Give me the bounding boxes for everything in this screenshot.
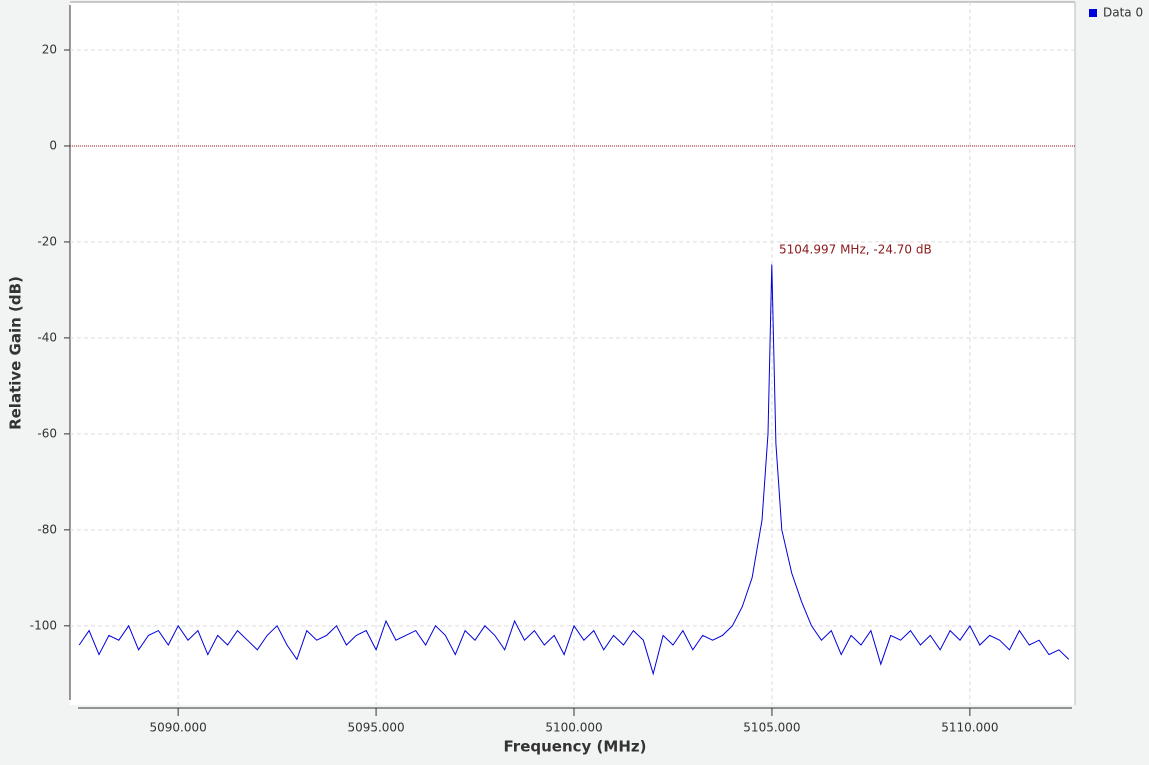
y-tick-label: 0 bbox=[49, 138, 57, 152]
x-tick-label: 5105.000 bbox=[743, 721, 800, 735]
y-tick-label: -20 bbox=[37, 234, 57, 248]
legend-swatch bbox=[1089, 9, 1097, 17]
y-axis-title: Relative Gain (dB) bbox=[7, 276, 25, 430]
y-tick-label: -80 bbox=[37, 522, 57, 536]
x-tick-label: 5100.000 bbox=[545, 721, 602, 735]
spectrum-line bbox=[78, 264, 1070, 676]
y-tick-label: -60 bbox=[37, 426, 57, 440]
x-tick-label: 5095.000 bbox=[347, 721, 404, 735]
x-tick-label: 5090.000 bbox=[150, 721, 207, 735]
y-tick-label: 20 bbox=[42, 42, 57, 56]
legend-label: Data 0 bbox=[1103, 6, 1143, 20]
x-tick-label: 5110.000 bbox=[941, 721, 998, 735]
plot-area bbox=[70, 2, 1075, 705]
x-axis-title: Frequency (MHz) bbox=[504, 738, 647, 756]
peak-annotation: 5104.997 MHz, -24.70 dB bbox=[779, 243, 932, 257]
y-tick-label: -40 bbox=[37, 330, 57, 344]
y-tick-label: -100 bbox=[30, 618, 57, 632]
